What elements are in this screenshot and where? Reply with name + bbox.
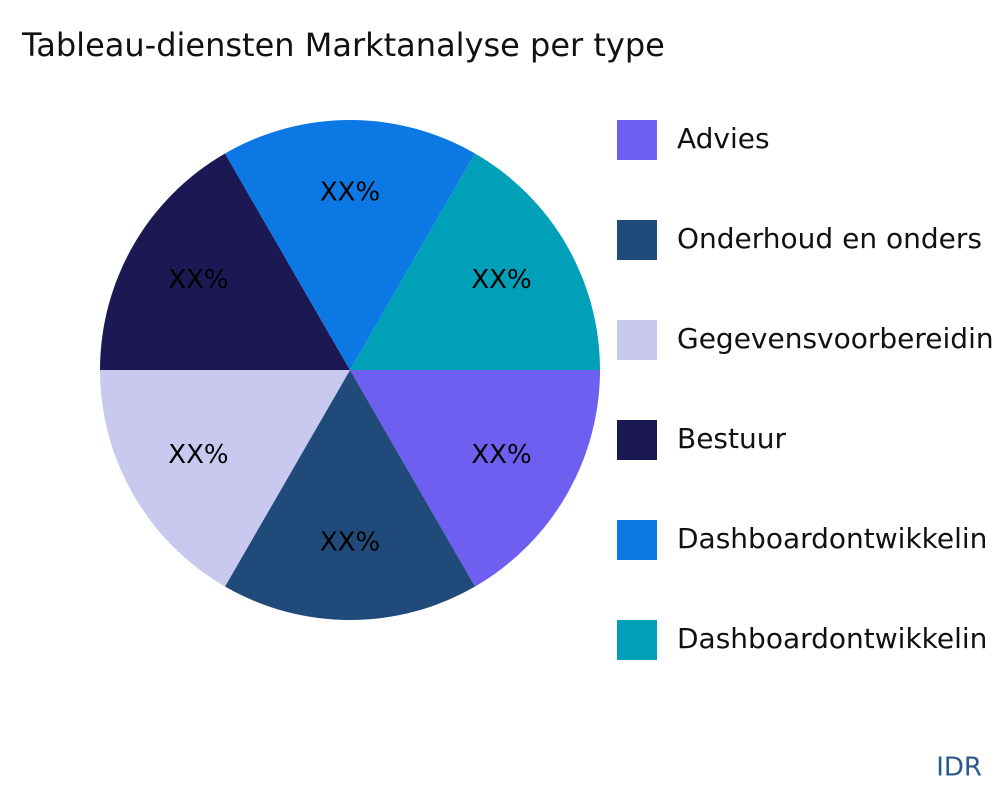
- legend-swatch: [617, 220, 657, 260]
- legend-label: Gegevensvoorbereidin: [677, 322, 994, 355]
- legend-swatch: [617, 420, 657, 460]
- pie-slice: [225, 119, 475, 370]
- slice-label: XX%: [168, 440, 228, 470]
- legend-swatch: [617, 320, 657, 360]
- slice-label: XX%: [320, 528, 380, 558]
- pie-slice: [100, 370, 350, 587]
- legend-label: Bestuur: [677, 422, 786, 455]
- legend-label: Onderhoud en onders: [677, 222, 982, 255]
- slice-label: XX%: [320, 178, 380, 208]
- legend-label: Dashboardontwikkelin: [677, 522, 987, 555]
- slice-label: XX%: [471, 440, 531, 470]
- slice-label: XX%: [168, 265, 228, 295]
- source-label: IDR: [936, 753, 982, 783]
- pie-slice: [100, 153, 350, 370]
- legend-swatch: [617, 120, 657, 160]
- chart-title: Tableau-diensten Marktanalyse per type: [21, 26, 665, 64]
- pie-slice: [350, 153, 600, 370]
- pie-slice: [350, 370, 600, 587]
- pie-slice: [225, 370, 475, 620]
- legend-swatch: [617, 620, 657, 660]
- legend-label: Dashboardontwikkelin: [677, 622, 987, 655]
- legend-swatch: [617, 520, 657, 560]
- slice-label: XX%: [471, 265, 531, 295]
- legend-label: Advies: [677, 122, 770, 155]
